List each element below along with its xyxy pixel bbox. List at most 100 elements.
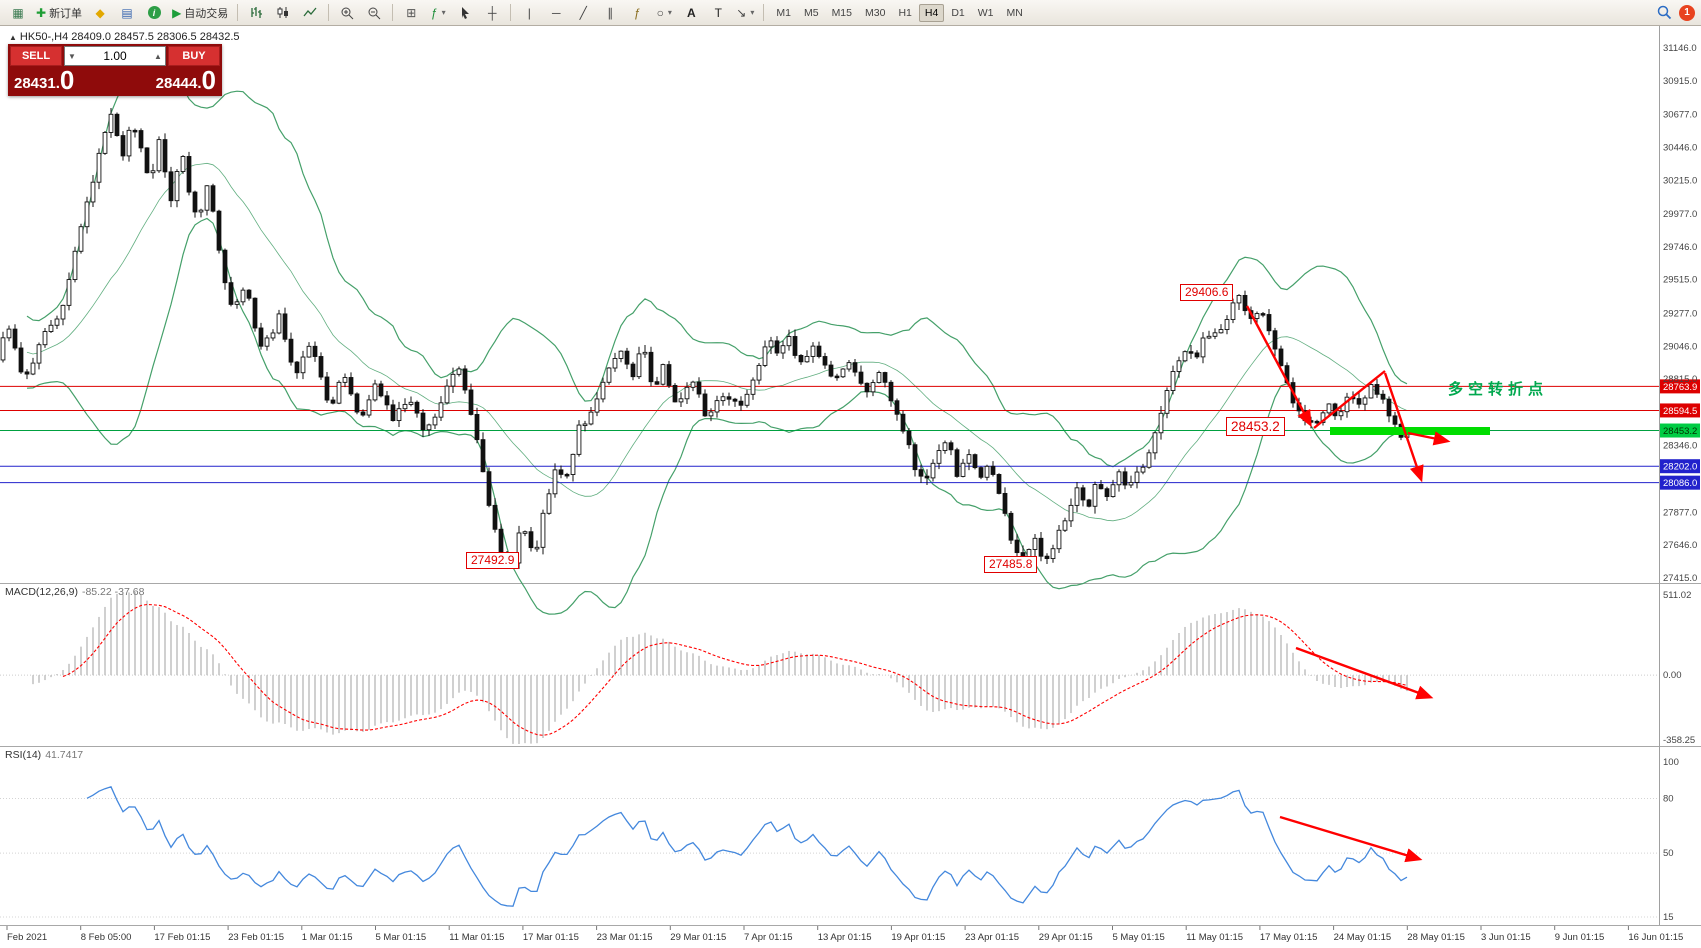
price-axis: 31146.0 30915.0 30677.0 30446.0 30215.0 29977… bbox=[1663, 43, 1697, 584]
channel-tool-icon[interactable]: ∥ bbox=[607, 5, 614, 20]
timeframe-m15[interactable]: M15 bbox=[831, 6, 852, 19]
one-click-trading-panel: SELL ▼ 1.00 ▲ BUY 28431. 0 28444. 0 bbox=[8, 44, 222, 97]
timeframe-m5[interactable]: M5 bbox=[803, 6, 819, 19]
ask-price: 28444. 0 bbox=[155, 65, 216, 95]
horizontal-line-tool-icon[interactable]: ─ bbox=[552, 5, 561, 20]
panel-separators bbox=[0, 26, 1701, 926]
drawn-green-bar[interactable] bbox=[1330, 427, 1490, 435]
axis-label: 511.02 bbox=[1663, 590, 1691, 601]
charts-icon[interactable]: ▦ bbox=[12, 5, 24, 20]
volume-decrease-button[interactable]: ▼ bbox=[68, 51, 76, 61]
time-axis-label: 17 Feb 01:15 bbox=[154, 932, 210, 943]
toolbar-separator bbox=[237, 4, 239, 21]
axis-label: 29515.0 bbox=[1663, 275, 1697, 286]
time-axis-label: 5 May 01:15 bbox=[1113, 932, 1165, 943]
new-order-button[interactable]: ✚ 新订单 bbox=[33, 3, 85, 23]
symbol-info: ▲ HK50-,H4 28409.0 28457.5 28306.5 28432.… bbox=[9, 31, 240, 43]
data-window-icon[interactable]: i bbox=[142, 3, 166, 23]
trendline-tool-icon[interactable]: ╱ bbox=[579, 5, 587, 20]
timeframe-w1[interactable]: W1 bbox=[977, 6, 994, 19]
notification-badge[interactable]: 1 bbox=[1679, 4, 1695, 21]
market-watch-icon[interactable]: ▤ bbox=[121, 5, 133, 20]
price-callout-low2[interactable]: 27485.8 bbox=[984, 556, 1038, 573]
timeframe-h4[interactable]: H4 bbox=[918, 3, 945, 22]
axis-price-tag bbox=[1660, 403, 1700, 418]
bar-chart-icon[interactable] bbox=[244, 3, 268, 23]
crosshair-icon[interactable]: ┼ bbox=[488, 5, 497, 20]
axis-label: 30446.0 bbox=[1663, 142, 1697, 153]
time-axis-label: 1 Mar 01:15 bbox=[302, 932, 353, 943]
arrows-tool-icon[interactable]: ↘ ▾ bbox=[736, 5, 755, 20]
line-chart-icon[interactable] bbox=[298, 3, 322, 23]
time-axis-label: Feb 2021 bbox=[7, 932, 47, 943]
axis-price-tag-label: 28202.0 bbox=[1663, 462, 1697, 473]
axis-price-tag-label: 28453.2 bbox=[1663, 426, 1697, 437]
trend-arrow[interactable] bbox=[1313, 370, 1386, 429]
price-callout-high[interactable]: 29406.6 bbox=[1180, 284, 1234, 301]
profiles-icon[interactable]: ◆ bbox=[95, 5, 105, 20]
buy-button[interactable]: BUY bbox=[168, 46, 220, 66]
time-axis-label: 17 May 01:15 bbox=[1260, 932, 1318, 943]
trend-arrow[interactable] bbox=[1295, 646, 1434, 700]
search-icon[interactable] bbox=[1652, 3, 1676, 23]
label-tool-icon[interactable]: T bbox=[714, 5, 722, 20]
shapes-tool-icon[interactable]: ○ ▾ bbox=[656, 5, 672, 20]
axis-label: 27877.0 bbox=[1663, 507, 1697, 518]
time-axis-label: 24 May 01:15 bbox=[1334, 932, 1392, 943]
axis-label: 15 bbox=[1663, 912, 1674, 923]
time-axis-label: 11 Mar 01:15 bbox=[449, 932, 504, 943]
axis-label: 27415.0 bbox=[1663, 573, 1697, 584]
timeframe-m1[interactable]: M1 bbox=[776, 6, 791, 19]
time-axis-label: 23 Mar 01:15 bbox=[597, 932, 653, 943]
axis-price-tag-label: 28086.0 bbox=[1663, 478, 1697, 489]
toolbar-separator bbox=[510, 4, 512, 21]
axis-price-tag bbox=[1660, 423, 1700, 438]
timeframe-m30[interactable]: M30 bbox=[865, 6, 886, 19]
axis-label: 50 bbox=[1663, 848, 1674, 859]
axis-price-tag-label: 28763.9 bbox=[1663, 382, 1697, 393]
time-axis-label: 3 Jun 01:15 bbox=[1481, 932, 1531, 943]
text-tool-icon[interactable]: A bbox=[686, 5, 696, 20]
indicators-icon[interactable]: ƒ ▾ bbox=[430, 5, 446, 20]
axis-label: 28346.0 bbox=[1663, 441, 1697, 452]
axis-label: 31146.0 bbox=[1663, 43, 1697, 54]
time-axis-label: 23 Apr 01:15 bbox=[965, 932, 1019, 943]
cursor-icon[interactable] bbox=[453, 3, 477, 23]
volume-stepper[interactable]: ▼ 1.00 ▲ bbox=[64, 46, 166, 66]
axis-label: 30677.0 bbox=[1663, 110, 1697, 121]
macd-panel: 511.02 0.00 -358.25 bbox=[0, 590, 1695, 746]
vertical-line-tool-icon[interactable]: | bbox=[527, 5, 531, 20]
price-callout-pivot[interactable]: 28453.2 bbox=[1226, 417, 1285, 436]
macd-indicator-label: MACD(12,26,9) -85.22 -37.68 bbox=[5, 586, 145, 598]
axis-label: 29277.0 bbox=[1663, 308, 1697, 319]
trend-arrow[interactable] bbox=[1407, 431, 1451, 446]
tile-windows-icon[interactable]: ⊞ bbox=[406, 5, 417, 20]
chevron-down-icon: ▾ bbox=[750, 8, 755, 17]
sell-button[interactable]: SELL bbox=[10, 46, 62, 66]
time-axis-label: 16 Jun 01:15 bbox=[1628, 932, 1683, 943]
time-axis-label: 13 Apr 01:15 bbox=[818, 932, 872, 943]
trend-arrow[interactable] bbox=[1245, 305, 1312, 428]
drawn-objects bbox=[1330, 427, 1490, 435]
trend-arrow[interactable] bbox=[1383, 372, 1424, 483]
trend-arrow[interactable] bbox=[1279, 815, 1423, 863]
timeframe-mn[interactable]: MN bbox=[1006, 6, 1023, 19]
time-axis-label: 9 Jun 01:15 bbox=[1555, 932, 1605, 943]
timeframe-group: M1 M5 M15 M30 H1 H4 D1 W1 MN bbox=[770, 3, 1028, 22]
horizontal-lines: 28763.9 28594.5 28453.2 28202.0 28086.0 bbox=[0, 379, 1700, 490]
zoom-out-icon[interactable] bbox=[362, 3, 386, 23]
time-axis-label: 8 Feb 05:00 bbox=[81, 932, 132, 943]
zoom-in-icon[interactable] bbox=[335, 3, 359, 23]
axis-label: 29977.0 bbox=[1663, 209, 1697, 220]
volume-increase-button[interactable]: ▲ bbox=[154, 51, 162, 61]
price-callout-low1[interactable]: 27492.9 bbox=[466, 552, 520, 569]
candlestick-chart-icon[interactable] bbox=[271, 3, 295, 23]
fibonacci-tool-icon[interactable]: ƒ bbox=[633, 5, 641, 20]
timeframe-d1[interactable]: D1 bbox=[951, 6, 965, 19]
time-axis-label: 5 Mar 01:15 bbox=[376, 932, 427, 943]
auto-trading-button[interactable]: ▶ 自动交易 bbox=[169, 3, 231, 23]
volume-value[interactable]: 1.00 bbox=[103, 49, 127, 63]
time-axis-label: 7 Apr 01:15 bbox=[744, 932, 793, 943]
timeframe-h1[interactable]: H1 bbox=[898, 6, 912, 19]
